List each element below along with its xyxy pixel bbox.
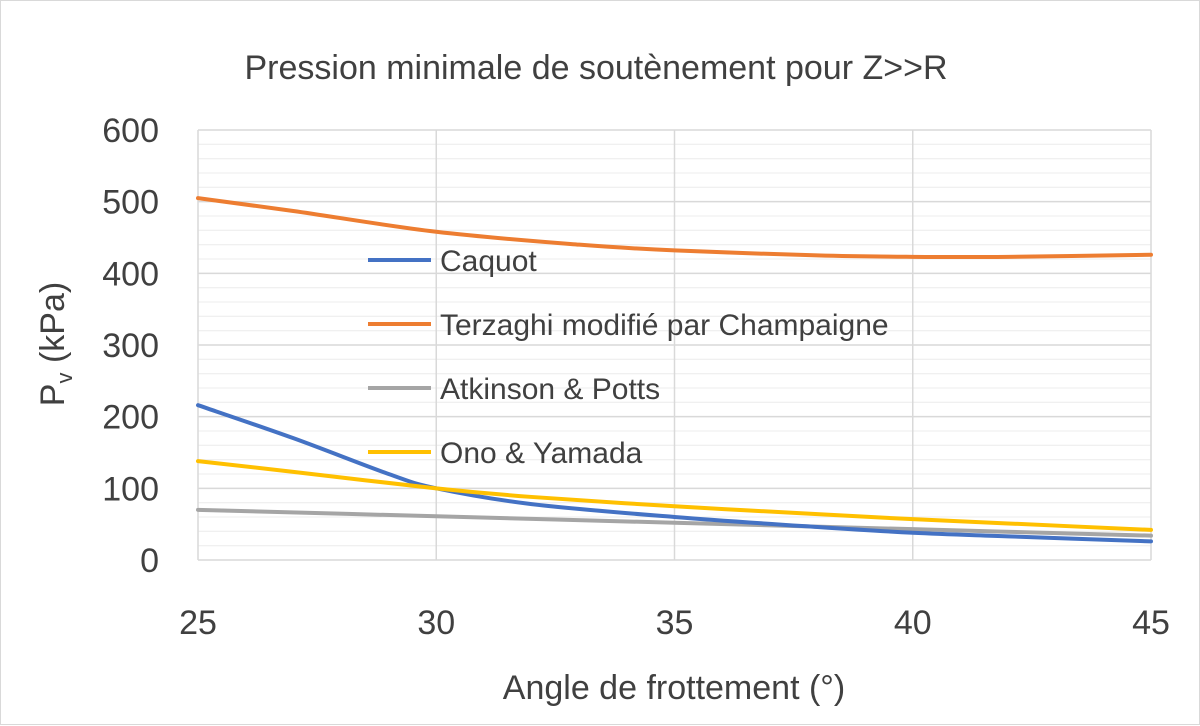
legend-label: Caquot xyxy=(440,245,537,278)
series-line-ono-yamada xyxy=(196,459,1153,532)
y-tick-label: 600 xyxy=(102,112,159,150)
chart-title: Pression minimale de soutènement pour Z>… xyxy=(244,49,947,87)
y-tick-label: 400 xyxy=(102,255,159,293)
x-tick-label: 35 xyxy=(656,604,694,642)
x-tick-label: 40 xyxy=(894,604,932,642)
legend-label: Atkinson & Potts xyxy=(440,373,660,406)
y-tick-label: 300 xyxy=(102,327,159,365)
x-tick-labels: 25 30 35 40 45 xyxy=(179,604,1170,642)
legend-label: Terzaghi modifié par Champaigne xyxy=(440,309,889,342)
y-axis-label-main: P xyxy=(34,384,72,407)
legend-label: Ono & Yamada xyxy=(440,437,643,470)
x-tick-label: 30 xyxy=(417,604,455,642)
series-lines xyxy=(196,196,1153,544)
y-tick-label: 0 xyxy=(140,542,159,580)
series-line-terzaghi-modifi-par-champaigne xyxy=(196,196,1153,260)
y-axis-label-rest: (kPa) xyxy=(34,282,72,373)
major-gridlines xyxy=(197,129,1152,561)
x-axis-label: Angle de frottement (°) xyxy=(503,669,845,707)
y-tick-label: 500 xyxy=(102,184,159,222)
y-tick-label: 200 xyxy=(102,399,159,437)
y-axis-label: Pv (kPa) xyxy=(34,282,77,406)
legend: Caquot Terzaghi modifié par Champaigne Atk… xyxy=(368,245,889,470)
y-tick-labels: 0 100 200 300 400 500 600 xyxy=(102,112,159,580)
x-tick-label: 45 xyxy=(1132,604,1170,642)
y-axis-label-sub: v xyxy=(52,373,77,384)
y-tick-label: 100 xyxy=(102,470,159,508)
series-line-atkinson-potts xyxy=(196,507,1153,538)
x-tick-label: 25 xyxy=(179,604,217,642)
series-line-caquot xyxy=(196,403,1153,544)
